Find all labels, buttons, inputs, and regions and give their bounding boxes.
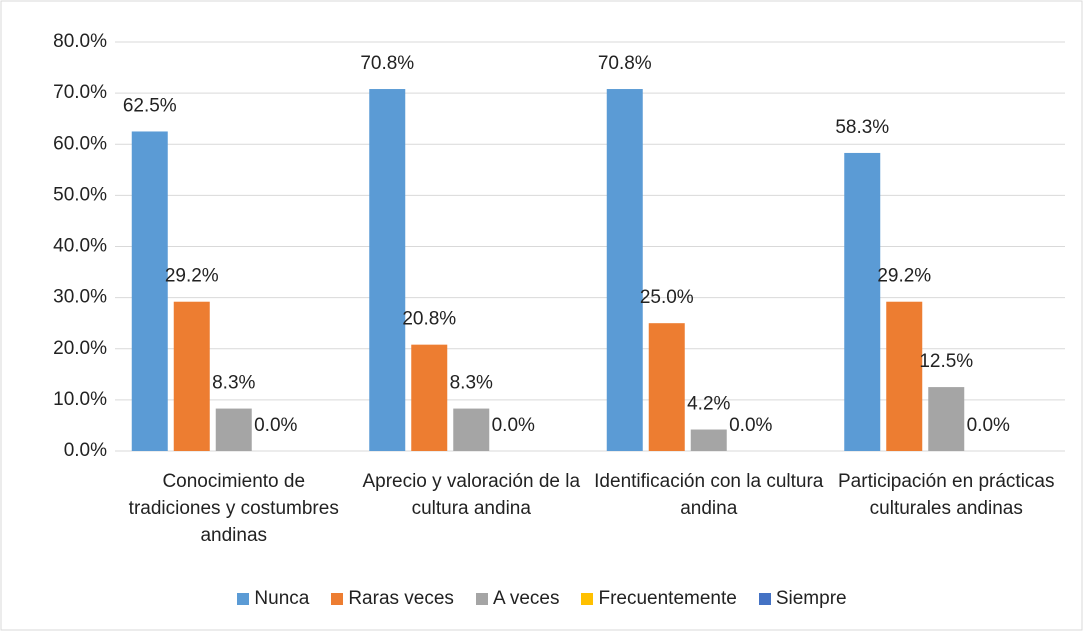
y-tick-label: 20.0% <box>53 338 107 359</box>
bar <box>369 89 406 451</box>
x-tick-label: Aprecio y valoración de la cultura andin… <box>362 471 581 519</box>
legend-item: Siempre <box>758 588 847 610</box>
legend-item: Nunca <box>237 588 309 610</box>
value-label: 12.5% <box>919 351 973 372</box>
bar <box>690 429 727 451</box>
y-tick-label: 40.0% <box>53 236 107 257</box>
value-label: 70.8% <box>598 53 652 74</box>
y-tick-label: 10.0% <box>53 389 107 410</box>
value-label: 8.3% <box>450 373 493 394</box>
value-label: 8.3% <box>212 373 255 394</box>
value-label: 29.2% <box>165 266 219 287</box>
legend-label: Raras veces <box>348 588 454 609</box>
y-tick-label: 70.0% <box>53 82 107 103</box>
value-label: 62.5% <box>123 95 177 116</box>
value-label: 0.0% <box>729 415 772 436</box>
legend-label: Frecuentemente <box>598 588 737 609</box>
value-label: 4.2% <box>687 394 730 415</box>
legend-label: Nunca <box>254 588 310 609</box>
bar <box>173 301 210 451</box>
bar <box>606 89 643 451</box>
bar <box>215 408 252 451</box>
legend-swatch <box>758 593 771 605</box>
legend-label: Siempre <box>775 588 847 609</box>
bar <box>453 408 490 451</box>
value-label: 70.8% <box>360 53 414 74</box>
legend-swatch <box>581 593 594 605</box>
x-tick-label: Participación en prácticas culturales an… <box>838 471 1055 519</box>
y-tick-label: 50.0% <box>53 184 107 205</box>
x-tick-label: Identificación con la cultura andina <box>594 471 824 519</box>
y-tick-label: 30.0% <box>53 287 107 308</box>
legend-swatch <box>331 593 344 605</box>
value-label: 29.2% <box>877 266 931 287</box>
legend-swatch <box>475 593 488 605</box>
value-label: 25.0% <box>640 287 694 308</box>
legend-label: A veces <box>492 588 560 609</box>
y-tick-label: 60.0% <box>53 133 107 154</box>
bar <box>411 344 448 451</box>
legend-item: Raras veces <box>331 588 454 610</box>
value-label: 58.3% <box>835 117 889 138</box>
y-tick-label: 0.0% <box>64 440 107 461</box>
bar <box>131 131 168 451</box>
x-tick-label: Conocimiento de tradiciones y costumbres… <box>128 471 339 546</box>
bar <box>886 301 923 451</box>
value-label: 0.0% <box>967 415 1010 436</box>
value-label: 0.0% <box>492 415 535 436</box>
value-label: 0.0% <box>254 415 297 436</box>
legend-item: A veces <box>475 588 560 610</box>
y-tick-label: 80.0% <box>53 31 107 52</box>
legend: Nunca Raras veces A veces Frecuentemente Sie… <box>0 588 1084 610</box>
bar <box>648 323 685 451</box>
value-label: 20.8% <box>402 309 456 330</box>
legend-item: Frecuentemente <box>581 588 737 610</box>
bar <box>928 387 965 451</box>
legend-swatch <box>237 593 250 605</box>
bar <box>844 152 881 451</box>
